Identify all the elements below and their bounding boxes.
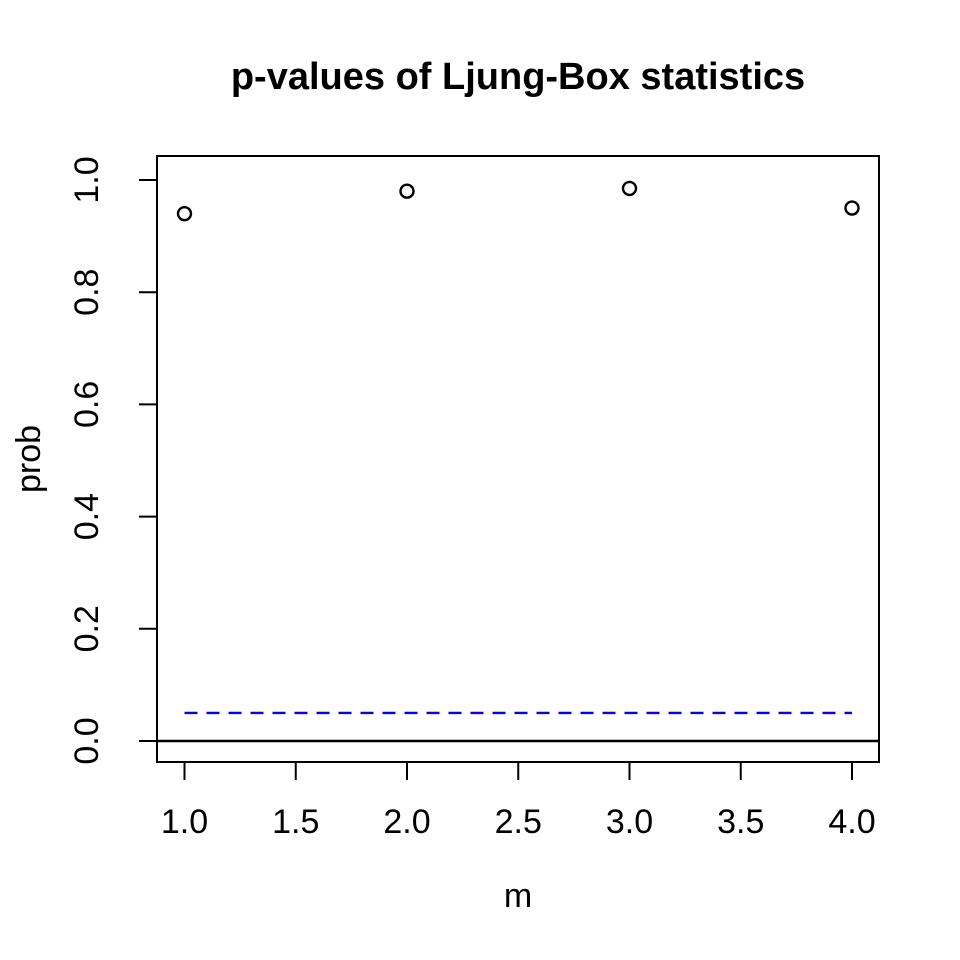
x-tick-label: 2.5: [495, 803, 542, 841]
x-tick-label: 3.5: [717, 803, 764, 841]
y-tick-label: 0.4: [68, 493, 106, 540]
x-tick-label: 1.0: [161, 803, 208, 841]
y-tick-label: 1.0: [68, 156, 106, 203]
y-axis-title: prob: [10, 425, 48, 493]
y-tick-label: 0.0: [68, 717, 106, 764]
plot-box: [156, 155, 880, 763]
y-tick-label: 0.6: [68, 381, 106, 428]
x-tick-label: 4.0: [828, 803, 875, 841]
y-tick-label: 0.2: [68, 605, 106, 652]
plot-title: p-values of Ljung-Box statistics: [231, 56, 805, 98]
data-point: [176, 205, 193, 222]
x-tick-label: 3.0: [606, 803, 653, 841]
x-axis-title: m: [504, 877, 532, 915]
x-tick-label: 1.5: [272, 803, 319, 841]
x-tick-label: 2.0: [383, 803, 430, 841]
data-point: [844, 200, 860, 216]
plot-area: 1.0 1.5 2.0 2.5 3.0 3.5 4.0 0.0 0.2 0.4 0.6 0.8 1.0: [68, 155, 880, 841]
y-tick-label: 0.8: [68, 269, 106, 316]
data-point: [621, 180, 638, 197]
data-point: [399, 183, 415, 199]
